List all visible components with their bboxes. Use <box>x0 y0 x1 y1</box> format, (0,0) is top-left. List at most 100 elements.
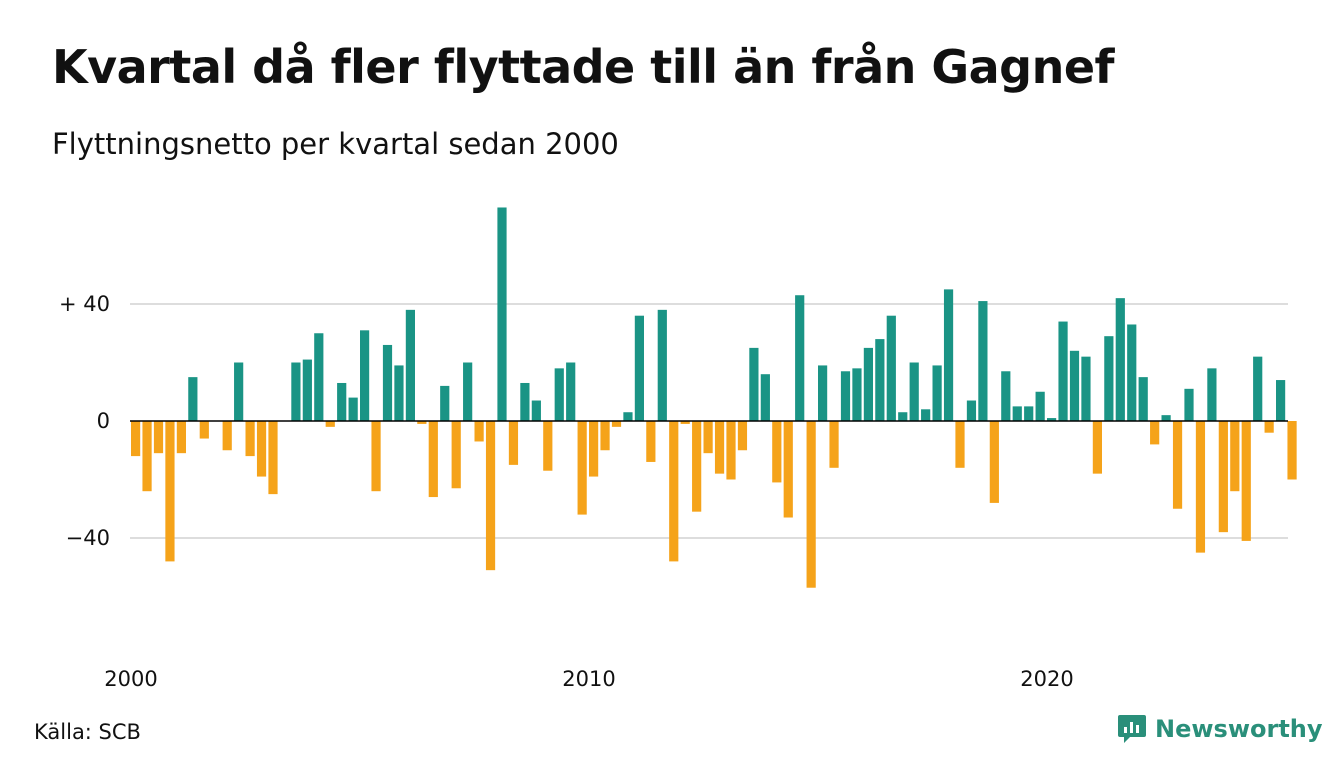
bar-negative <box>829 421 839 468</box>
bar-negative <box>1218 421 1228 533</box>
chart-title: Kvartal då fler flyttade till än från Ga… <box>52 40 1115 94</box>
bar-negative <box>806 421 816 588</box>
bar-negative <box>1287 421 1297 480</box>
bar-negative <box>222 421 232 451</box>
bar-negative <box>589 421 599 477</box>
bar-negative <box>680 421 690 424</box>
bar-positive <box>1276 380 1286 421</box>
net-migration-bar-chart: + 40 0 −40 2000 2010 2020 <box>59 207 1297 691</box>
bar-positive <box>657 309 667 421</box>
bar-positive <box>1001 371 1011 421</box>
bar-negative <box>989 421 999 503</box>
bars <box>131 207 1297 588</box>
bar-negative <box>199 421 209 439</box>
bar-negative <box>131 421 141 457</box>
bar-negative <box>165 421 175 562</box>
bar-positive <box>337 382 347 421</box>
bar-positive <box>749 347 759 422</box>
bar-positive <box>634 315 644 421</box>
bar-positive <box>314 333 324 421</box>
bar-negative <box>451 421 461 489</box>
bar-negative <box>268 421 278 495</box>
bar-positive <box>1161 415 1171 421</box>
bar-positive <box>497 207 507 421</box>
bar-positive <box>623 412 633 421</box>
bar-positive <box>531 400 541 421</box>
bar-positive <box>909 362 919 421</box>
bar-positive <box>1058 321 1068 421</box>
bar-negative <box>1172 421 1183 509</box>
bar-positive <box>1069 350 1080 421</box>
x-tick-label: 2010 <box>562 667 615 691</box>
bar-positive <box>382 344 393 421</box>
bar-positive <box>1081 356 1091 421</box>
bar-positive <box>1104 336 1114 421</box>
y-tick-label: −40 <box>66 526 110 550</box>
y-tick-label: + 40 <box>59 292 110 316</box>
axis-labels: + 40 0 −40 2000 2010 2020 <box>59 292 1288 691</box>
bar-positive <box>1024 406 1034 422</box>
bar-positive <box>943 289 954 422</box>
newsworthy-logo-text: Newsworthy <box>1155 715 1323 743</box>
bar-negative <box>508 421 519 465</box>
bar-negative <box>1241 421 1251 541</box>
bar-positive <box>818 365 828 421</box>
bar-negative <box>1195 421 1206 553</box>
bar-negative <box>142 421 152 492</box>
bar-negative <box>417 421 427 424</box>
bar-negative <box>611 421 622 427</box>
bar-positive <box>566 362 576 421</box>
bar-positive <box>1253 356 1263 421</box>
bar-positive <box>1012 406 1022 422</box>
bar-negative <box>485 421 496 571</box>
newsworthy-logo[interactable]: Newsworthy <box>1117 713 1323 745</box>
bar-positive <box>795 295 805 421</box>
bar-negative <box>726 421 736 480</box>
bar-positive <box>440 385 450 421</box>
bar-positive <box>394 365 404 421</box>
bar-negative <box>371 421 381 492</box>
bar-negative <box>256 421 267 477</box>
bar-negative <box>1264 421 1274 433</box>
bar-negative <box>577 421 587 515</box>
bar-negative <box>1150 421 1160 445</box>
bar-positive <box>863 347 873 422</box>
chart-subtitle: Flyttningsnetto per kvartal sedan 2000 <box>52 127 619 161</box>
bar-positive <box>463 362 473 421</box>
bar-positive <box>188 377 198 422</box>
bar-negative <box>737 421 748 451</box>
bar-positive <box>1207 368 1217 421</box>
bar-negative <box>176 421 186 454</box>
bar-positive <box>921 409 931 421</box>
bar-positive <box>1115 298 1125 421</box>
x-tick-label: 2020 <box>1020 667 1073 691</box>
bar-positive <box>302 359 312 421</box>
bar-negative <box>428 421 438 498</box>
source-note: Källa: SCB <box>34 720 141 744</box>
bar-positive <box>852 368 862 421</box>
bar-positive <box>1047 418 1057 421</box>
bar-positive <box>1127 324 1137 421</box>
bar-negative <box>646 421 656 462</box>
bar-positive <box>1184 388 1194 421</box>
bar-positive <box>234 362 244 421</box>
bar-positive <box>520 382 530 421</box>
bar-positive <box>886 315 896 421</box>
bar-negative <box>669 421 679 562</box>
bar-negative <box>1092 421 1102 474</box>
bar-negative <box>543 421 553 471</box>
bar-positive <box>360 330 370 421</box>
bar-negative <box>474 421 484 442</box>
bar-negative <box>325 421 335 427</box>
bar-positive <box>554 368 564 421</box>
bar-negative <box>153 421 164 454</box>
x-tick-label: 2000 <box>104 667 157 691</box>
bar-positive <box>875 339 885 421</box>
bar-negative <box>703 421 713 454</box>
bar-negative <box>772 421 782 483</box>
bar-positive <box>405 309 415 421</box>
bar-positive <box>1138 377 1148 422</box>
bar-positive <box>348 397 358 421</box>
bar-positive <box>932 365 942 421</box>
bar-negative <box>783 421 793 518</box>
